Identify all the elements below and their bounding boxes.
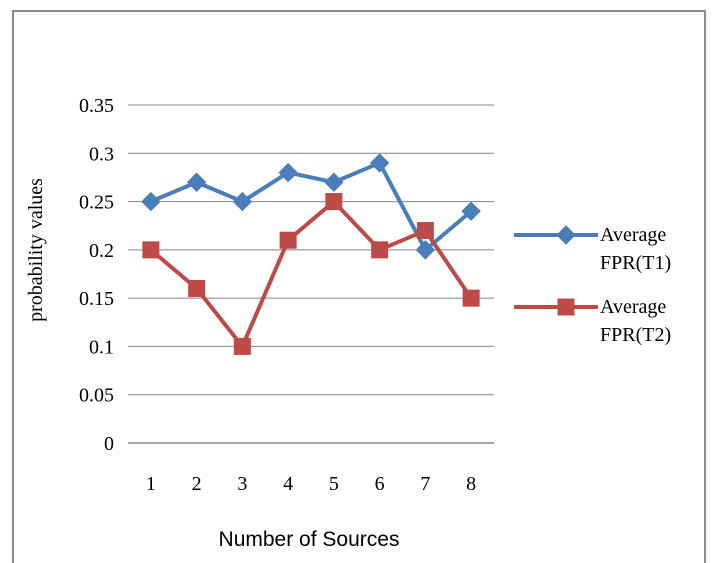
gridlines	[128, 104, 494, 444]
y-tick-label: 0	[104, 433, 114, 455]
data-point	[232, 191, 253, 212]
x-axis-title: Number of Sources	[219, 528, 400, 551]
data-point	[415, 240, 436, 260]
x-tick-label: 5	[329, 473, 339, 495]
legend-item: Average FPR(T2)	[514, 296, 671, 346]
series-group	[141, 153, 481, 355]
data-point	[188, 279, 206, 297]
legend-item: Average FPR(T1)	[514, 224, 671, 274]
data-point	[141, 191, 161, 212]
y-tick-label: 0.3	[89, 143, 114, 165]
chart-frame	[12, 10, 706, 563]
y-tick-label: 0.35	[79, 95, 114, 117]
legend-label: Average	[600, 296, 666, 318]
legend-marker	[557, 298, 575, 316]
y-tick-label: 0.05	[79, 385, 114, 407]
data-point	[233, 337, 251, 355]
legend-label: FPR(T1)	[600, 252, 671, 274]
y-tick-labels: 0 0.05 0.1 0.15 0.2 0.25 0.3 0.35	[79, 95, 114, 455]
x-tick-label: 1	[146, 473, 156, 495]
data-point	[369, 153, 390, 173]
y-axis-title: probability values	[25, 178, 47, 322]
y-tick-label: 0.15	[79, 288, 114, 310]
data-point	[142, 241, 160, 259]
series-1	[141, 153, 481, 260]
legend-label: Average	[600, 224, 666, 246]
data-point	[186, 172, 207, 192]
series-2	[142, 193, 480, 355]
y-tick-label: 0.2	[89, 240, 114, 262]
x-tick-label: 8	[466, 473, 476, 495]
x-tick-label: 7	[420, 473, 430, 495]
x-tick-labels: 1 2 3 4 5 6 7 8	[146, 473, 476, 495]
y-tick-label: 0.25	[79, 192, 114, 214]
y-tick-label: 0.1	[89, 336, 114, 358]
legend-label: FPR(T2)	[600, 324, 671, 346]
data-point	[462, 289, 480, 307]
legend: Average FPR(T1) Average FPR(T2)	[514, 224, 671, 346]
data-point	[461, 201, 481, 221]
data-point	[371, 241, 389, 259]
legend-marker	[556, 225, 576, 245]
x-tick-label: 4	[283, 473, 293, 495]
data-point	[278, 162, 298, 183]
data-point	[324, 172, 344, 192]
data-point	[416, 222, 434, 240]
x-tick-label: 2	[192, 473, 202, 495]
x-tick-label: 3	[237, 473, 247, 495]
data-point	[325, 193, 343, 211]
data-point	[279, 231, 297, 249]
x-tick-label: 6	[375, 473, 385, 495]
